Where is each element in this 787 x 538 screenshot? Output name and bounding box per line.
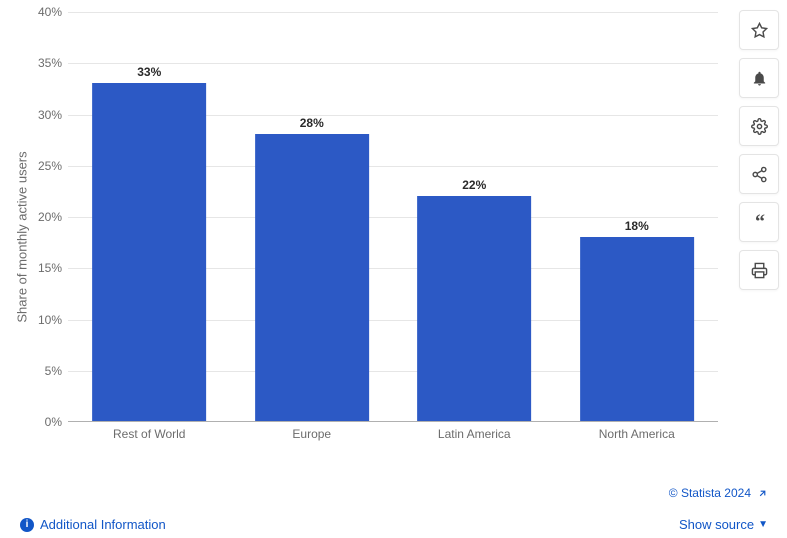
y-tick-label: 0% bbox=[22, 415, 62, 429]
y-axis-title: Share of monthly active users bbox=[15, 151, 30, 322]
chart-container: Share of monthly active users 0%5%10%15%… bbox=[20, 2, 720, 472]
bar-value-label: 28% bbox=[300, 116, 324, 130]
additional-info-link[interactable]: i Additional Information bbox=[20, 517, 166, 532]
bar-value-label: 33% bbox=[137, 65, 161, 79]
gear-icon bbox=[751, 118, 768, 135]
y-tick-label: 15% bbox=[22, 261, 62, 275]
additional-info-text: Additional Information bbox=[40, 517, 166, 532]
y-tick-label: 5% bbox=[22, 364, 62, 378]
show-source-link[interactable]: Show source ▼ bbox=[679, 517, 768, 532]
print-button[interactable] bbox=[739, 250, 779, 290]
info-icon: i bbox=[20, 518, 34, 532]
toolbar: “ bbox=[739, 10, 779, 290]
copyright-link[interactable]: © Statista 2024 bbox=[669, 486, 768, 500]
plot-area: 0%5%10%15%20%25%30%35%40%33%Rest of Worl… bbox=[68, 12, 718, 422]
star-icon bbox=[751, 22, 768, 39]
print-icon bbox=[751, 262, 768, 279]
bar[interactable]: 22% bbox=[417, 196, 531, 422]
show-source-text: Show source bbox=[679, 517, 754, 532]
bar-group: 22%Latin America bbox=[393, 12, 556, 421]
y-tick-label: 35% bbox=[22, 56, 62, 70]
settings-button[interactable] bbox=[739, 106, 779, 146]
favorite-button[interactable] bbox=[739, 10, 779, 50]
bar[interactable]: 33% bbox=[92, 83, 206, 421]
external-link-icon bbox=[757, 488, 768, 499]
bar[interactable]: 18% bbox=[580, 237, 694, 422]
bar[interactable]: 28% bbox=[255, 134, 369, 421]
y-tick-label: 20% bbox=[22, 210, 62, 224]
y-tick-label: 10% bbox=[22, 313, 62, 327]
bell-icon bbox=[751, 70, 768, 87]
bar-group: 28%Europe bbox=[231, 12, 394, 421]
bar-value-label: 22% bbox=[462, 178, 486, 192]
bar-value-label: 18% bbox=[625, 219, 649, 233]
x-tick-label: Latin America bbox=[438, 421, 511, 441]
y-tick-label: 40% bbox=[22, 5, 62, 19]
y-tick-label: 30% bbox=[22, 108, 62, 122]
y-tick-label: 25% bbox=[22, 159, 62, 173]
x-tick-label: Europe bbox=[292, 421, 331, 441]
footer: © Statista 2024 i Additional Information… bbox=[20, 486, 768, 534]
cite-button[interactable]: “ bbox=[739, 202, 779, 242]
bar-group: 33%Rest of World bbox=[68, 12, 231, 421]
share-icon bbox=[751, 166, 768, 183]
chevron-down-icon: ▼ bbox=[758, 519, 768, 530]
bar-group: 18%North America bbox=[556, 12, 719, 421]
x-tick-label: Rest of World bbox=[113, 421, 185, 441]
copyright-text: © Statista 2024 bbox=[669, 486, 751, 500]
share-button[interactable] bbox=[739, 154, 779, 194]
alert-button[interactable] bbox=[739, 58, 779, 98]
x-tick-label: North America bbox=[599, 421, 675, 441]
quote-icon: “ bbox=[755, 212, 763, 232]
